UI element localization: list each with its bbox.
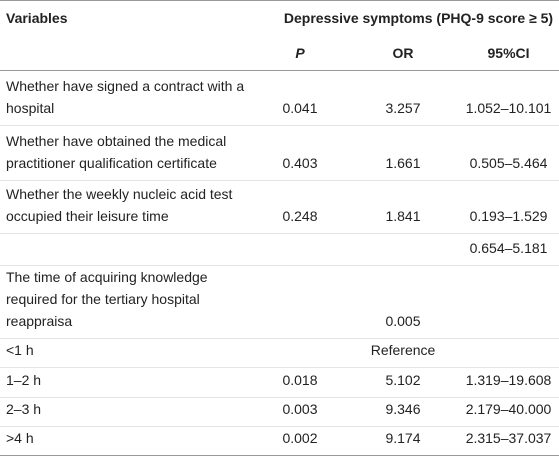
subheader-row: P OR 95%CI [0, 35, 559, 71]
cell-or: 1.661 [348, 125, 458, 181]
cell-variable: <1 h [0, 338, 252, 368]
cell-p [252, 338, 348, 368]
table-row: Whether have signed a contract with a ho… [0, 70, 559, 126]
cell-variable: 1–2 h [0, 367, 252, 398]
cell-variable: Whether have obtained the medical practi… [0, 125, 252, 181]
table-row: 1–2 h 0.018 5.102 1.319–19.608 [0, 367, 559, 398]
header-row: Variables Depressive symptoms (PHQ-9 sco… [0, 0, 559, 35]
cell-ci [458, 338, 559, 368]
header-or: OR [348, 35, 458, 71]
cell-or: Reference [348, 338, 458, 368]
cell-or: 0.005 [348, 265, 458, 339]
table-body: Whether have signed a contract with a ho… [0, 70, 559, 456]
cell-ci [458, 265, 559, 339]
header-blank [0, 35, 252, 71]
cell-ci: 2.179–40.000 [458, 397, 559, 427]
cell-ci: 0.654–5.181 [458, 233, 559, 266]
cell-variable: Whether the weekly nucleic acid test occ… [0, 180, 252, 234]
cell-variable: 2–3 h [0, 397, 252, 427]
cell-variable: Whether have signed a contract with a ho… [0, 70, 252, 126]
header-ci: 95%CI [458, 35, 559, 71]
cell-or: 1.841 [348, 180, 458, 234]
table-row: Whether the weekly nucleic acid test occ… [0, 180, 559, 234]
cell-ci: 1.052–10.101 [458, 70, 559, 126]
table-row: >4 h 0.002 9.174 2.315–37.037 [0, 426, 559, 456]
cell-ci: 1.319–19.608 [458, 367, 559, 398]
cell-p: 0.248 [252, 180, 348, 234]
cell-p: 0.018 [252, 367, 348, 398]
cell-or: 9.174 [348, 426, 458, 456]
table-row: <1 h Reference [0, 338, 559, 368]
cell-p: 0.403 [252, 125, 348, 181]
cell-ci: 2.315–37.037 [458, 426, 559, 456]
cell-p: 0.003 [252, 397, 348, 427]
header-variables: Variables [0, 0, 252, 35]
table-row: 0.654–5.181 [0, 233, 559, 266]
table-row: Whether have obtained the medical practi… [0, 125, 559, 181]
cell-p [252, 265, 348, 339]
cell-ci: 0.505–5.464 [458, 125, 559, 181]
table-row: 2–3 h 0.003 9.346 2.179–40.000 [0, 397, 559, 427]
cell-p: 0.002 [252, 426, 348, 456]
cell-or: 5.102 [348, 367, 458, 398]
cell-p: 0.041 [252, 70, 348, 126]
table-row: The time of acquiring knowledge required… [0, 265, 559, 339]
cell-or: 9.346 [348, 397, 458, 427]
header-group: Depressive symptoms (PHQ-9 score ≥ 5) [252, 0, 559, 35]
cell-ci: 0.193–1.529 [458, 180, 559, 234]
header-p: P [252, 35, 348, 71]
cell-variable [0, 233, 252, 266]
cell-p [252, 233, 348, 266]
cell-or [348, 233, 458, 266]
cell-or: 3.257 [348, 70, 458, 126]
cell-variable: >4 h [0, 426, 252, 456]
cell-variable: The time of acquiring knowledge required… [0, 265, 252, 339]
